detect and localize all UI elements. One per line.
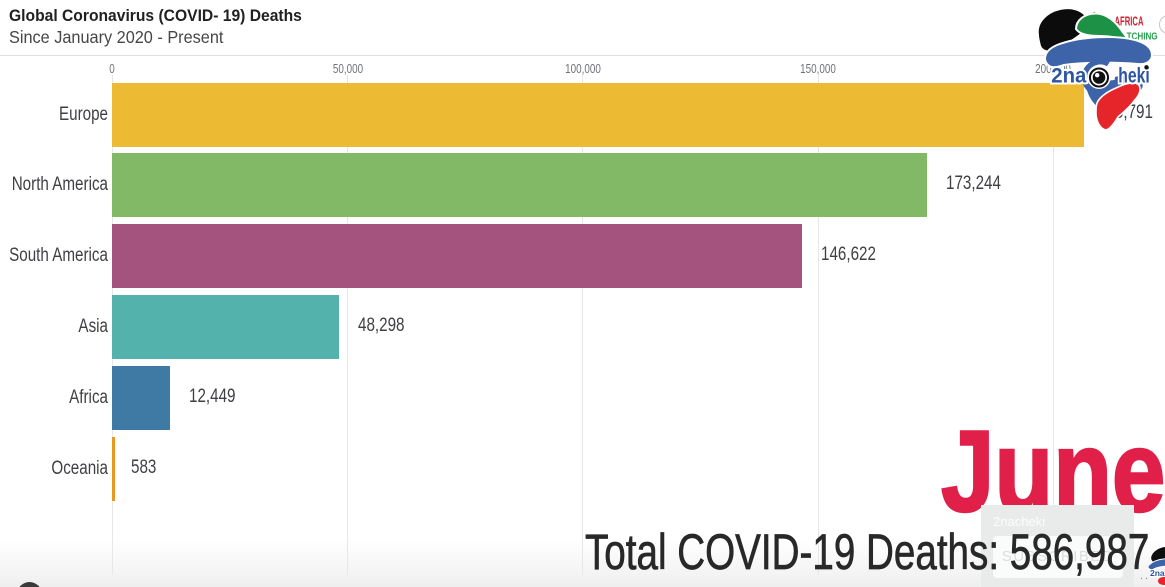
svg-text:heki: heki bbox=[1118, 63, 1150, 87]
svg-text:2nach: 2nach bbox=[1150, 568, 1165, 578]
svg-text:2na: 2na bbox=[1051, 64, 1087, 87]
svg-text:AFRICA: AFRICA bbox=[1115, 15, 1144, 29]
